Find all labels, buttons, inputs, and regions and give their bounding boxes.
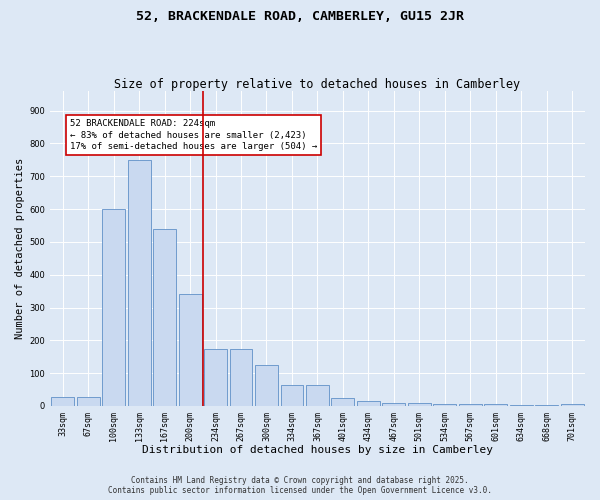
Bar <box>153 229 176 406</box>
Title: Size of property relative to detached houses in Camberley: Size of property relative to detached ho… <box>115 78 521 91</box>
Bar <box>230 348 253 406</box>
Bar <box>331 398 355 406</box>
X-axis label: Distribution of detached houses by size in Camberley: Distribution of detached houses by size … <box>142 445 493 455</box>
Bar <box>357 401 380 406</box>
Y-axis label: Number of detached properties: Number of detached properties <box>15 158 25 339</box>
Bar <box>306 384 329 406</box>
Bar <box>77 397 100 406</box>
Bar <box>281 384 304 406</box>
Text: 52, BRACKENDALE ROAD, CAMBERLEY, GU15 2JR: 52, BRACKENDALE ROAD, CAMBERLEY, GU15 2J… <box>136 10 464 23</box>
Bar <box>382 402 406 406</box>
Bar <box>102 209 125 406</box>
Bar <box>561 404 584 406</box>
Text: Contains HM Land Registry data © Crown copyright and database right 2025.
Contai: Contains HM Land Registry data © Crown c… <box>108 476 492 495</box>
Bar <box>484 404 507 406</box>
Bar <box>128 160 151 406</box>
Bar <box>204 348 227 406</box>
Text: 52 BRACKENDALE ROAD: 224sqm
← 83% of detached houses are smaller (2,423)
17% of : 52 BRACKENDALE ROAD: 224sqm ← 83% of det… <box>70 119 317 152</box>
Bar <box>408 402 431 406</box>
Bar <box>51 397 74 406</box>
Bar <box>255 365 278 406</box>
Bar <box>179 294 202 406</box>
Bar <box>433 404 457 406</box>
Bar <box>459 404 482 406</box>
